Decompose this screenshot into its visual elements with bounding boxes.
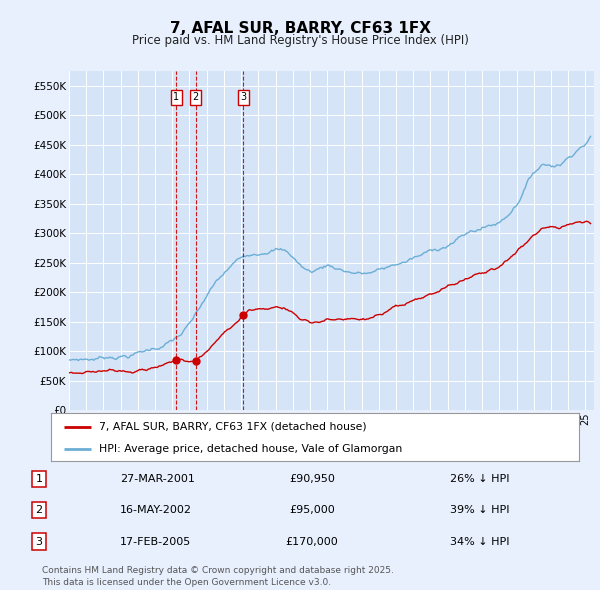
Text: 26% ↓ HPI: 26% ↓ HPI — [450, 474, 509, 484]
Text: 1: 1 — [173, 93, 179, 102]
Text: HPI: Average price, detached house, Vale of Glamorgan: HPI: Average price, detached house, Vale… — [98, 444, 402, 454]
Text: 3: 3 — [240, 93, 246, 102]
Text: 2: 2 — [35, 506, 43, 515]
Text: 2: 2 — [193, 93, 199, 102]
Text: £90,950: £90,950 — [289, 474, 335, 484]
Text: 39% ↓ HPI: 39% ↓ HPI — [450, 506, 509, 515]
Text: Contains HM Land Registry data © Crown copyright and database right 2025.
This d: Contains HM Land Registry data © Crown c… — [42, 566, 394, 587]
Text: 17-FEB-2005: 17-FEB-2005 — [120, 536, 191, 546]
Text: £95,000: £95,000 — [289, 506, 335, 515]
Text: £170,000: £170,000 — [286, 536, 338, 546]
Text: 34% ↓ HPI: 34% ↓ HPI — [450, 536, 509, 546]
Text: 7, AFAL SUR, BARRY, CF63 1FX: 7, AFAL SUR, BARRY, CF63 1FX — [170, 21, 431, 35]
Text: 1: 1 — [35, 474, 43, 484]
Text: 27-MAR-2001: 27-MAR-2001 — [120, 474, 195, 484]
Text: 7, AFAL SUR, BARRY, CF63 1FX (detached house): 7, AFAL SUR, BARRY, CF63 1FX (detached h… — [98, 421, 366, 431]
Text: 16-MAY-2002: 16-MAY-2002 — [120, 506, 192, 515]
Text: Price paid vs. HM Land Registry's House Price Index (HPI): Price paid vs. HM Land Registry's House … — [131, 34, 469, 47]
Text: 3: 3 — [35, 536, 43, 546]
